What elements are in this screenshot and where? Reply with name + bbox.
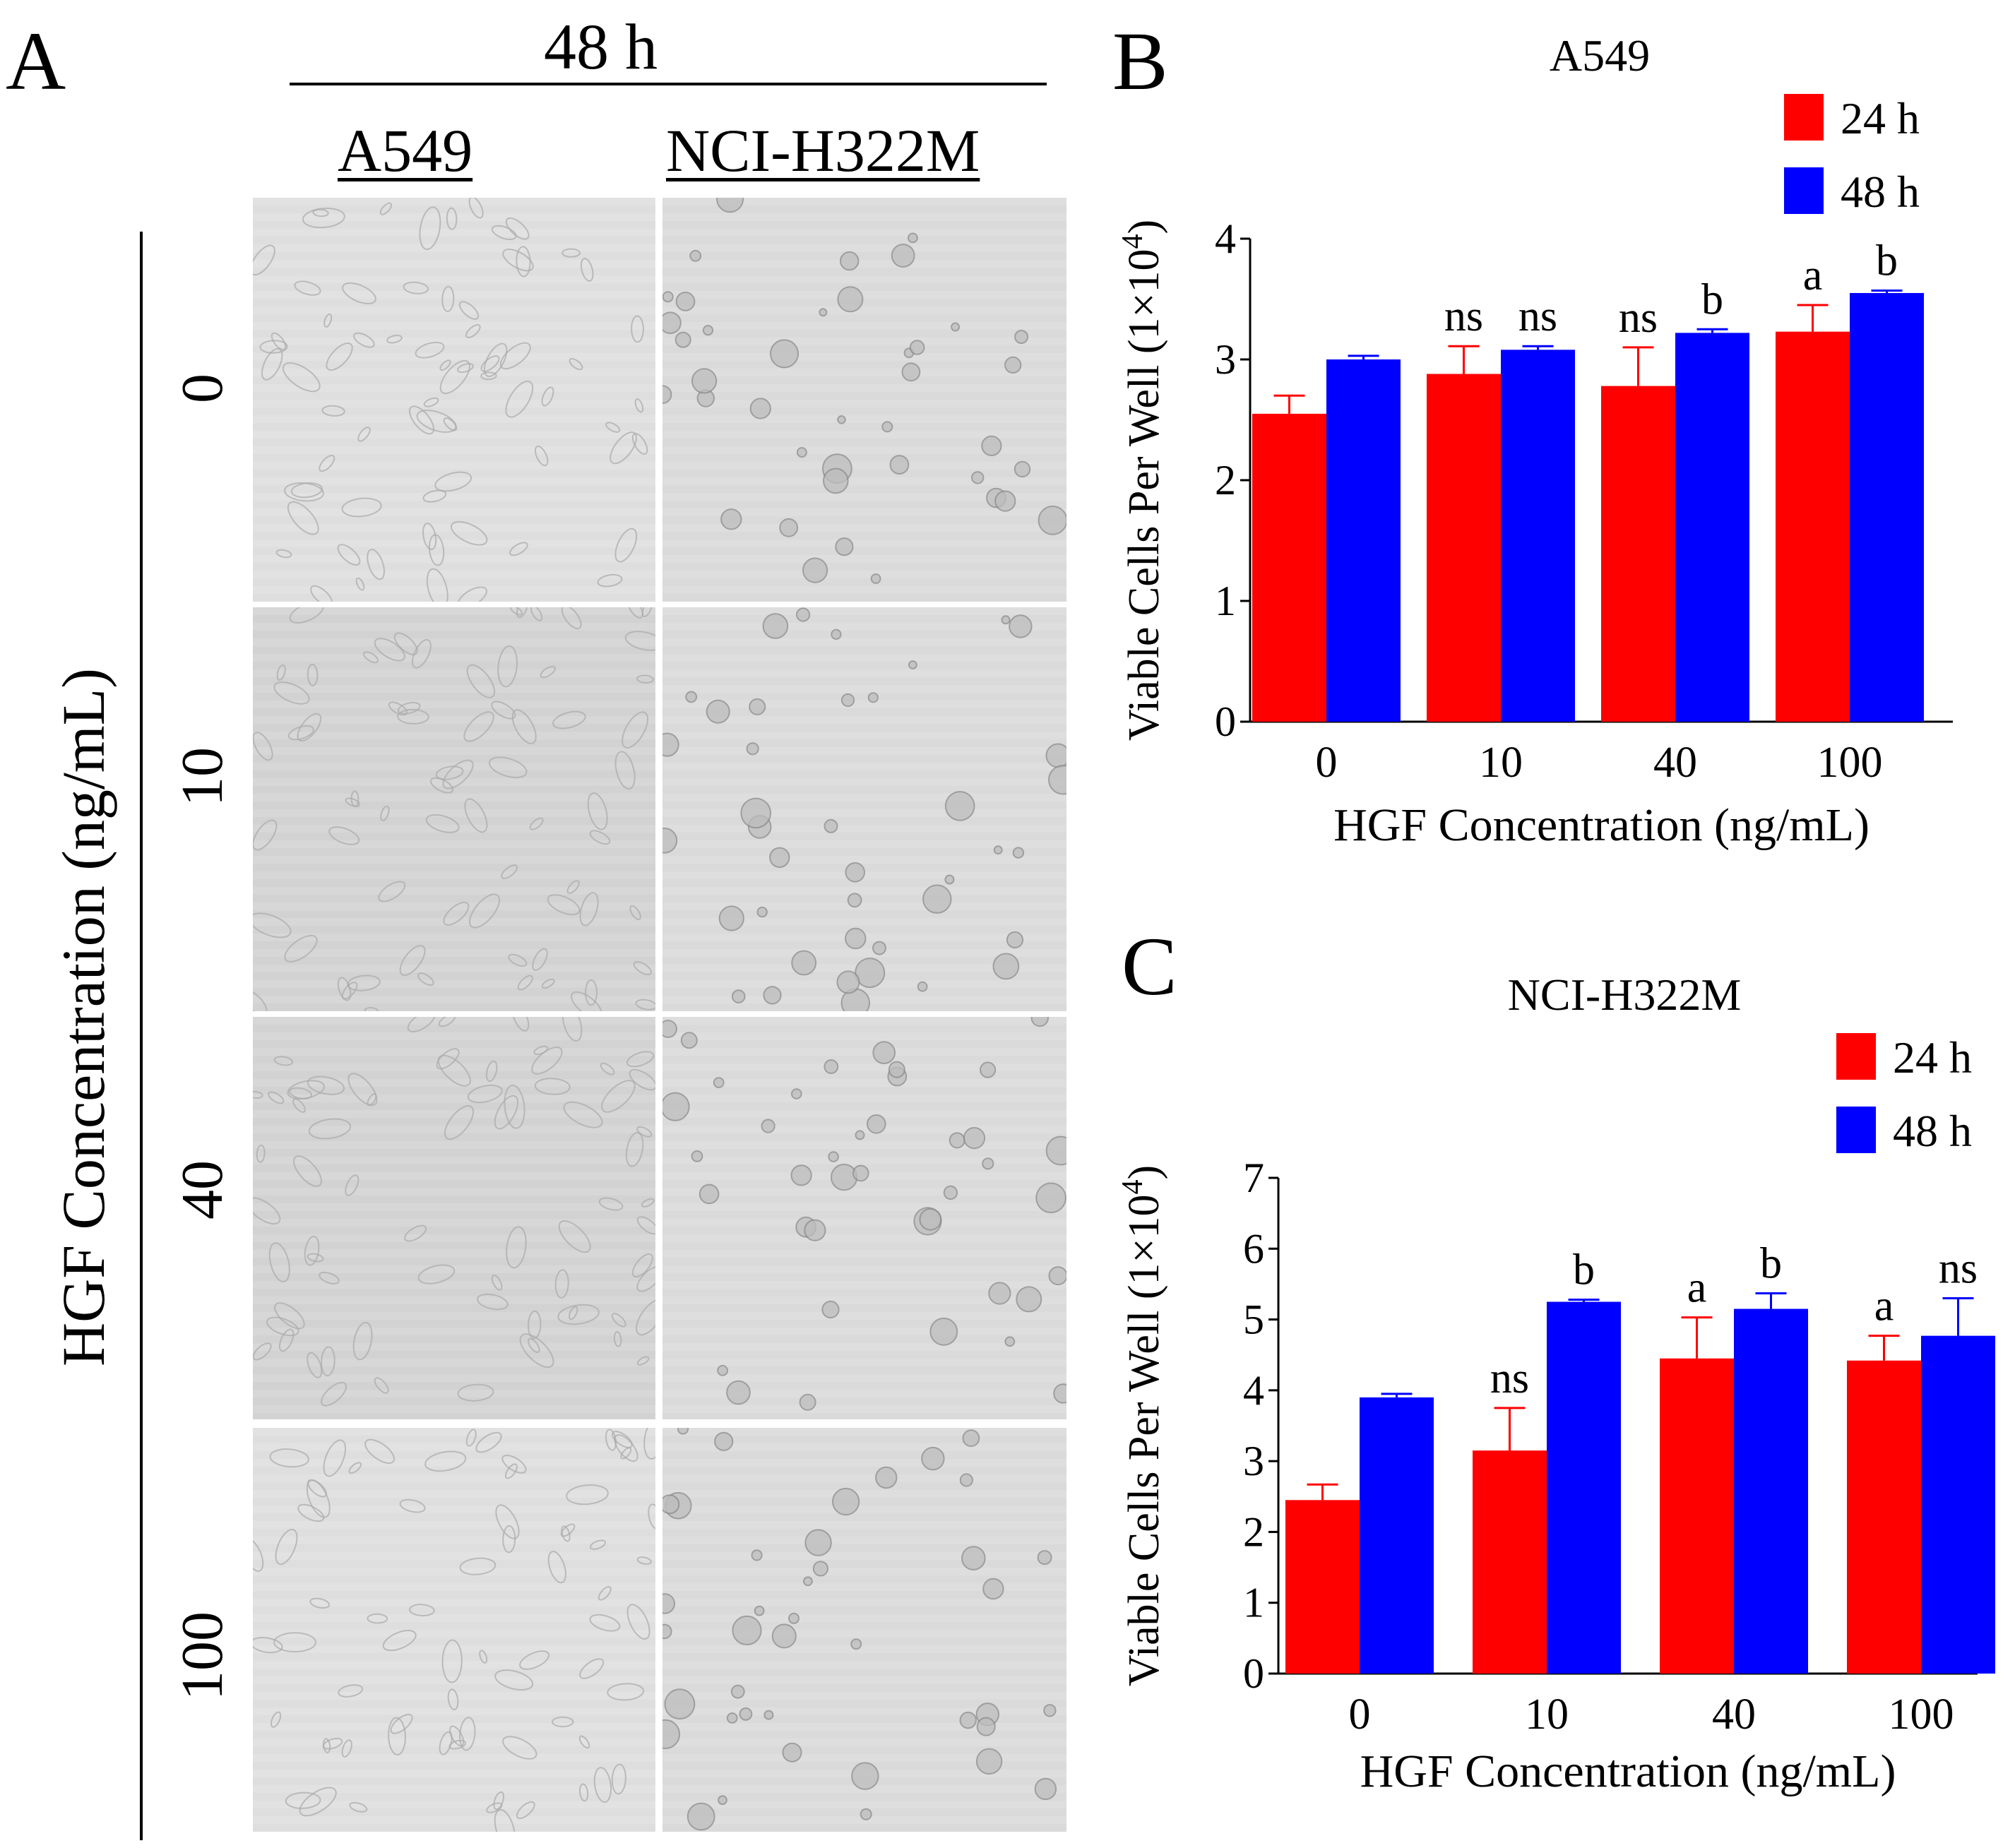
y-tick-label: 0 [1215, 698, 1236, 745]
bar-48-h-10 [1501, 350, 1575, 722]
panel-b-letter: B [1112, 15, 1168, 107]
column-label-a549: A549 [338, 117, 473, 184]
significance-label: a [1874, 1282, 1894, 1330]
x-tick-label: 40 [1712, 1691, 1756, 1739]
significance-label: b [1701, 275, 1723, 323]
legend-label-48-h: 48 h [1893, 1106, 1972, 1156]
legend-swatch-24-h [1836, 1033, 1876, 1080]
legend-label-24-h: 24 h [1893, 1032, 1972, 1083]
y-tick-label: 7 [1243, 1155, 1264, 1201]
significance-label: a [1803, 251, 1823, 299]
bar-24-h-100 [1847, 1360, 1921, 1674]
x-axis-label: HGF Concentration (ng/mL) [1360, 1746, 1896, 1797]
y-tick-label: 1 [1243, 1580, 1264, 1626]
row-label-0: 0 [170, 374, 235, 403]
y-tick-label: 2 [1243, 1508, 1264, 1555]
x-tick-label: 0 [1349, 1691, 1371, 1739]
legend-swatch-48-h [1836, 1107, 1876, 1153]
row-axis-label: HGF Concentration (ng/mL) [49, 668, 117, 1366]
row-axis-rule [140, 232, 143, 1840]
chart-c: NCI-H322M 24 h 48 h 0 1 2 3 4 5 6 7 Viable Cells Pe… [1117, 970, 1995, 1797]
legend-label-48-h: 48 h [1841, 167, 1920, 217]
x-tick-label: 10 [1479, 739, 1523, 787]
y-tick-label: 3 [1215, 336, 1236, 383]
y-tick-label: 2 [1215, 457, 1236, 503]
significance-label: ns [1444, 292, 1483, 340]
significance-label: ns [1619, 294, 1658, 342]
y-tick-label: 6 [1243, 1225, 1264, 1272]
bar-48-h-100 [1921, 1335, 1995, 1674]
x-tick-label: 10 [1525, 1691, 1569, 1739]
significance-label: a [1687, 1264, 1707, 1312]
significance-label: ns [1939, 1244, 1978, 1292]
micrograph-nci-h322m-100 [662, 1428, 1066, 1832]
micrograph-a549-0 [253, 198, 655, 602]
time-header-rule [290, 83, 1047, 85]
y-tick-label: 4 [1243, 1367, 1264, 1414]
panel-c-letter: C [1122, 920, 1177, 1013]
micrograph-a549-10 [253, 607, 655, 1011]
time-header: 48 h [544, 11, 658, 83]
significance-label: b [1876, 237, 1898, 285]
micrograph-nci-h322m-40 [662, 1017, 1066, 1419]
bar-48-h-40 [1734, 1308, 1808, 1674]
y-tick-label: 5 [1243, 1296, 1264, 1343]
significance-label: b [1760, 1239, 1782, 1287]
significance-label: ns [1490, 1354, 1529, 1402]
bar-48-h-40 [1675, 333, 1749, 722]
row-label-40: 40 [170, 1160, 235, 1220]
y-axis-label: Viable Cells Per Well (1×104) [1117, 1165, 1168, 1686]
legend-swatch-24-h [1784, 94, 1824, 141]
legend-swatch-48-h [1784, 167, 1824, 214]
bar-24-h-0 [1252, 413, 1326, 722]
y-tick-label: 3 [1243, 1438, 1264, 1484]
column-label-nci-h322m: NCI-H322M [666, 117, 980, 184]
x-tick-label: 0 [1316, 739, 1338, 787]
bar-24-h-40 [1660, 1358, 1734, 1674]
row-label-100: 100 [170, 1611, 235, 1700]
chart-title: A549 [1550, 30, 1650, 81]
x-tick-label: 100 [1889, 1691, 1954, 1739]
bar-48-h-100 [1850, 292, 1924, 722]
bar-24-h-10 [1473, 1450, 1547, 1674]
micrograph-nci-h322m-10 [662, 607, 1066, 1011]
chart-title: NCI-H322M [1508, 970, 1742, 1020]
y-tick-label: 1 [1215, 578, 1236, 624]
bar-24-h-40 [1601, 386, 1675, 722]
row-label-10: 10 [170, 747, 235, 806]
bar-48-h-0 [1360, 1397, 1434, 1674]
y-axis-label: Viable Cells Per Well (1×104) [1117, 220, 1168, 741]
legend-label-24-h: 24 h [1841, 93, 1920, 143]
micrograph-a549-40 [253, 1017, 655, 1419]
y-tick-label: 0 [1243, 1650, 1264, 1697]
bar-48-h-0 [1326, 359, 1401, 722]
micrograph-a549-100 [253, 1428, 655, 1832]
x-tick-label: 40 [1653, 739, 1697, 787]
bar-48-h-10 [1547, 1301, 1621, 1674]
x-tick-label: 100 [1817, 739, 1883, 787]
panel-a-letter: A [6, 15, 66, 107]
micrograph-nci-h322m-0 [662, 198, 1066, 602]
x-axis-label: HGF Concentration (ng/mL) [1333, 799, 1870, 851]
bar-24-h-0 [1285, 1500, 1360, 1674]
bar-24-h-100 [1776, 331, 1850, 722]
bar-24-h-10 [1427, 374, 1501, 722]
significance-label: b [1573, 1246, 1595, 1294]
chart-b: A549 24 h 48 h 0 1 2 3 4 Viable Cells Per Well (… [1117, 30, 1953, 851]
significance-label: ns [1518, 292, 1557, 340]
y-tick-label: 4 [1215, 215, 1236, 262]
